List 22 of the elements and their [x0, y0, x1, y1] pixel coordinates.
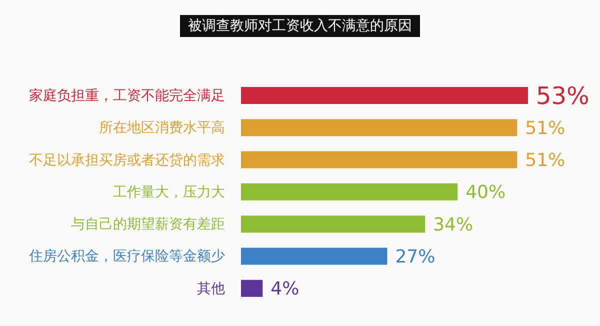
- data-label: 27%: [395, 246, 436, 268]
- y-tick-label: 其他: [197, 280, 225, 297]
- y-tick-label: 家庭负担重，工资不能完全满足: [29, 88, 225, 104]
- bar: [241, 216, 426, 233]
- bar: [241, 248, 388, 265]
- bar: [241, 151, 518, 168]
- bar: [241, 87, 528, 104]
- bar: [241, 183, 458, 200]
- data-label: 51%: [525, 150, 566, 172]
- data-label: 4%: [270, 278, 300, 300]
- data-label: 53%: [536, 82, 590, 110]
- y-tick-label: 不足以承担买房或者还贷的需求: [29, 152, 225, 168]
- data-label: 40%: [466, 182, 506, 204]
- data-label: 34%: [433, 214, 474, 236]
- data-label: 51%: [525, 118, 566, 139]
- y-tick-label: 所在地区消费水平高: [99, 120, 225, 136]
- y-tick-label: 与自己的期望薪资有差距: [71, 216, 225, 233]
- bar: [241, 280, 263, 297]
- bar: [241, 119, 518, 136]
- chart-title: 被调查教师对工资收入不满意的原因: [180, 15, 420, 37]
- y-tick-label: 工作量大，压力大: [113, 184, 225, 200]
- y-tick-label: 住房公积金，医疗保险等金额少: [28, 248, 225, 265]
